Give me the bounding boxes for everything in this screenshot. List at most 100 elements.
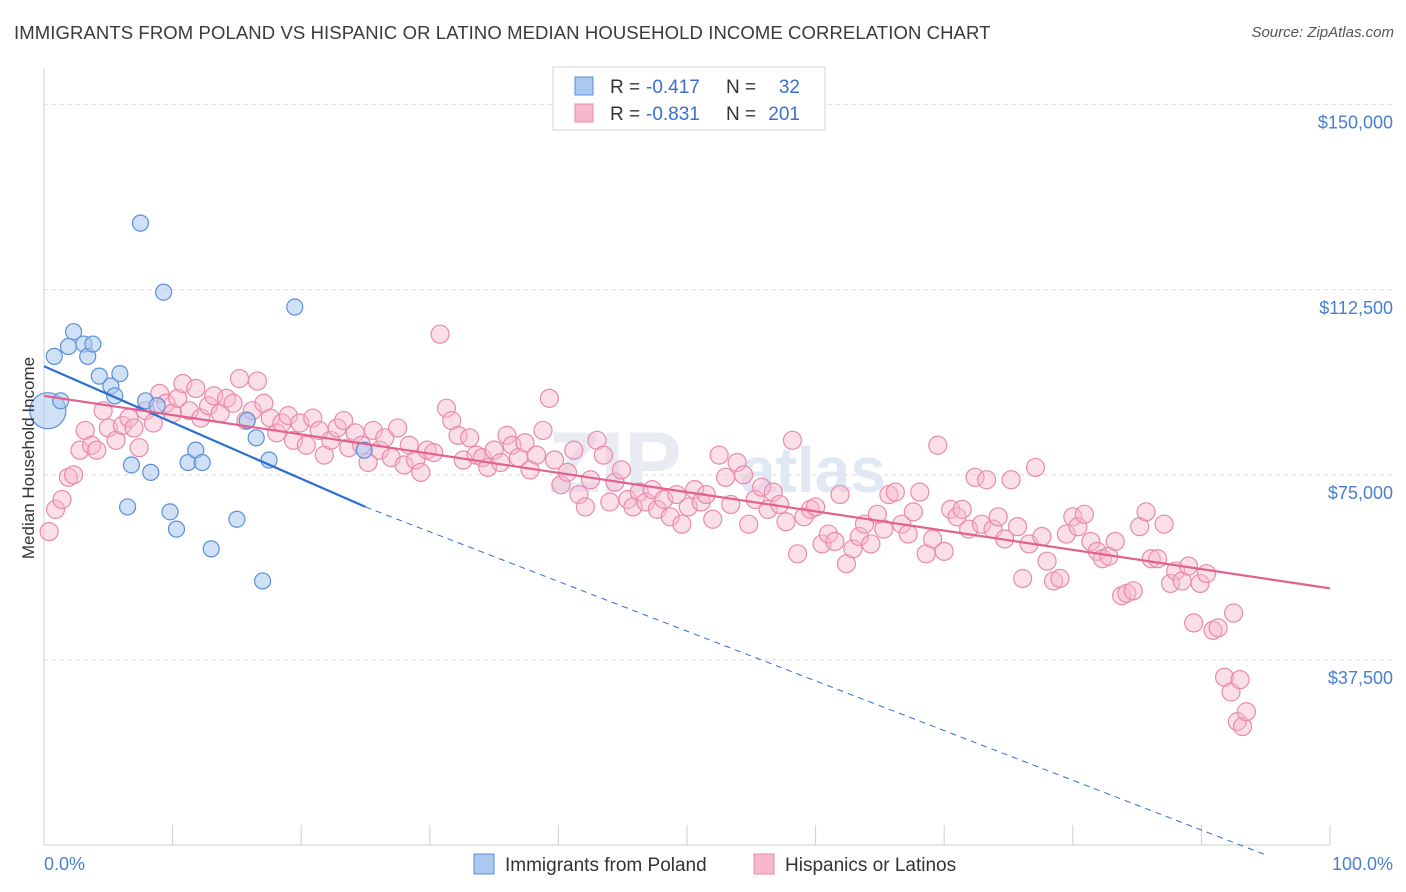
- hispanic-point-150: [952, 499, 972, 519]
- hispanic-point-199: [1223, 603, 1244, 623]
- hispanic-point-143: [910, 482, 930, 502]
- hispanic-point-166: [1050, 568, 1070, 589]
- poland-point-8: [90, 367, 108, 385]
- poland-point-18: [154, 283, 173, 301]
- hispanic-point-123: [787, 544, 808, 564]
- hispanic-point-168: [1063, 507, 1083, 527]
- poland-point-2: [52, 392, 70, 410]
- source-label: Source: ZipAtlas.com: [1251, 24, 1394, 41]
- hispanic-point-40: [283, 430, 304, 450]
- hispanic-point-64: [430, 324, 450, 344]
- hispanic-point-182: [1148, 549, 1168, 569]
- legend-n-value-hispanic: 201: [768, 104, 800, 125]
- hispanic-point-111: [715, 467, 736, 487]
- hispanic-point-3: [58, 467, 79, 487]
- hispanic-point-183: [1154, 514, 1174, 534]
- poland-point-4: [64, 323, 83, 341]
- hispanic-point-69: [460, 428, 480, 448]
- hispanic-point-196: [1232, 716, 1253, 737]
- poland-point-23: [193, 453, 211, 472]
- hispanic-point-53: [363, 420, 383, 441]
- hispanic-point-160: [1013, 568, 1033, 589]
- hispanic-point-57: [388, 418, 408, 438]
- series-poland-points: [29, 214, 373, 590]
- hispanic-point-47: [327, 418, 347, 438]
- hispanic-point-30: [223, 393, 243, 413]
- hispanic-point-89: [580, 470, 601, 490]
- hispanic-point-29: [217, 388, 237, 408]
- hispanic-point-15: [129, 438, 149, 458]
- poland-point-1: [45, 347, 63, 365]
- hispanic-point-105: [678, 497, 698, 517]
- hispanic-point-139: [885, 482, 905, 502]
- y-tick-label-1: $75,000: [1328, 483, 1393, 503]
- legend-r-label-poland: R =: [610, 77, 640, 98]
- hispanic-point-158: [1001, 470, 1021, 490]
- legend-r-value-poland: -0.417: [646, 77, 700, 98]
- hispanic-point-188: [1184, 613, 1204, 633]
- hispanic-point-39: [278, 406, 298, 426]
- legend-n-value-poland: 32: [779, 77, 800, 98]
- bottom-legend-poland: Immigrants from Poland: [505, 855, 707, 876]
- hispanic-point-12: [112, 415, 133, 436]
- hispanic-point-65: [436, 398, 457, 418]
- hispanic-point-159: [1007, 517, 1028, 537]
- hispanic-point-73: [484, 440, 504, 460]
- hispanic-point-128: [818, 524, 839, 544]
- hispanic-point-34: [247, 371, 268, 391]
- legend-swatch-poland: [574, 76, 594, 96]
- hispanic-point-23: [179, 401, 199, 421]
- chart-title: IMMIGRANTS FROM POLAND VS HISPANIC OR LA…: [14, 22, 991, 43]
- hispanic-point-8: [87, 440, 107, 460]
- hispanic-point-156: [988, 507, 1008, 527]
- hispanic-point-192: [1208, 618, 1228, 638]
- hispanic-point-170: [1074, 504, 1094, 524]
- poland-point-25: [228, 510, 246, 528]
- y-tick-labels: $37,500 $75,000 $112,500 $150,000: [1318, 113, 1393, 688]
- hispanic-point-42: [296, 435, 316, 455]
- poland-point-16: [142, 463, 160, 481]
- poland-point-30: [286, 298, 304, 316]
- hispanic-point-176: [1112, 586, 1132, 606]
- hispanic-point-26: [199, 396, 219, 416]
- poland-point-3: [59, 337, 78, 356]
- hispanic-point-43: [303, 408, 323, 428]
- legend-r-label-hispanic: R =: [610, 104, 640, 125]
- hispanic-point-102: [660, 507, 680, 527]
- hispanic-point-148: [941, 499, 961, 519]
- hispanic-point-104: [672, 514, 692, 534]
- x-tick-label-0: 0.0%: [44, 854, 85, 874]
- hispanic-point-163: [1032, 526, 1052, 547]
- hispanic-point-81: [533, 420, 553, 441]
- y-axis-title: Median Household Income: [19, 357, 38, 559]
- y-tick-label-2: $112,500: [1319, 298, 1393, 318]
- hispanic-point-14: [124, 418, 144, 438]
- legend-n-label-poland: N =: [726, 77, 756, 98]
- poland-point-28: [254, 572, 272, 590]
- hispanic-point-91: [593, 445, 614, 465]
- bottom-legend-swatch-poland: [473, 853, 495, 875]
- hispanic-point-175: [1105, 531, 1125, 552]
- hispanic-point-114: [733, 465, 754, 485]
- hispanic-point-129: [825, 531, 845, 552]
- hispanic-point-162: [1025, 457, 1046, 478]
- series-hispanic-points: [39, 324, 1257, 737]
- hispanic-point-171: [1081, 531, 1101, 552]
- poland-trend-extension: [365, 506, 1266, 856]
- hispanic-point-84: [551, 475, 571, 495]
- hispanic-point-184: [1160, 573, 1181, 594]
- hispanic-point-147: [934, 541, 954, 561]
- hispanic-point-152: [965, 467, 985, 487]
- hispanic-point-82: [539, 388, 559, 408]
- hispanic-point-87: [569, 484, 589, 505]
- hispanic-point-153: [971, 514, 992, 534]
- hispanic-point-31: [229, 368, 250, 389]
- hispanic-point-110: [709, 445, 729, 465]
- hispanic-point-80: [526, 445, 547, 465]
- hispanic-point-122: [782, 430, 803, 450]
- poland-point-13: [122, 456, 141, 474]
- hispanic-point-24: [186, 378, 206, 399]
- poland-point-7: [84, 335, 102, 353]
- hispanic-point-115: [739, 514, 759, 534]
